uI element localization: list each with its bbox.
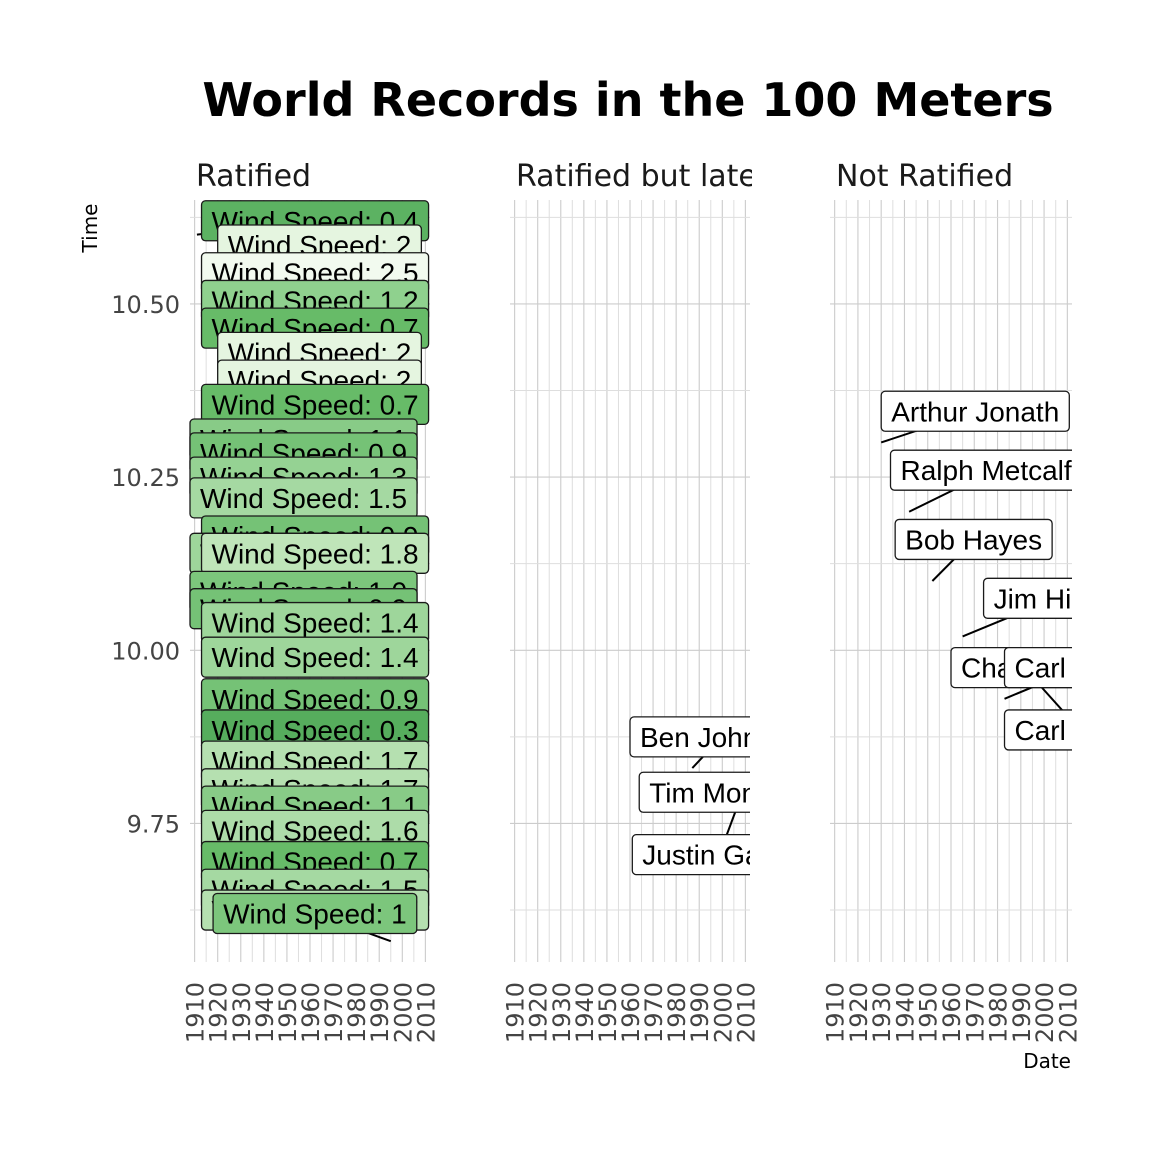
x-tick-label: 1950 bbox=[274, 982, 302, 1043]
x-tick-label: 2010 bbox=[412, 982, 440, 1043]
data-label-box bbox=[200, 636, 430, 678]
x-tick-label: 1940 bbox=[251, 982, 279, 1043]
facet-panel-0: Ratified9.7510.0010.2510.501910192019301… bbox=[111, 159, 440, 1043]
data-label: Wind Speed: 1.4 bbox=[200, 601, 430, 644]
data-label: Wind Speed: 1.8 bbox=[200, 532, 430, 574]
x-tick-label: 1920 bbox=[525, 982, 553, 1043]
x-tick-label: 1990 bbox=[1008, 982, 1036, 1043]
data-label-text: Carl Lewis bbox=[1015, 715, 1146, 746]
x-tick-label: 1910 bbox=[502, 982, 530, 1043]
x-tick-label: 1920 bbox=[845, 982, 873, 1043]
x-tick-label: 1960 bbox=[938, 982, 966, 1043]
data-label-box bbox=[629, 716, 750, 758]
data-label: Tim Montgomery bbox=[638, 771, 858, 813]
x-tick-label: 1960 bbox=[297, 982, 325, 1043]
x-tick-label: 1920 bbox=[205, 982, 233, 1043]
x-tick-label: 1990 bbox=[366, 982, 394, 1043]
data-label-box bbox=[638, 771, 750, 813]
y-tick-label: 10.25 bbox=[111, 464, 180, 492]
facet-content: Arthur Jonath Ralph Metcalfe Bob Hayes Jim … bbox=[880, 390, 1146, 751]
facet-title-2: Not Ratified bbox=[836, 159, 1013, 194]
x-tick-label: 2000 bbox=[389, 982, 417, 1043]
x-tick-label: 2000 bbox=[1031, 982, 1059, 1043]
data-label-box bbox=[631, 833, 750, 876]
data-label-text: Wind Speed: 1.5 bbox=[200, 483, 407, 514]
data-label-text: Carl Lewis bbox=[1015, 653, 1146, 684]
x-tick-label: 1980 bbox=[343, 982, 371, 1043]
facet-content: Ben Johnson Tim Montgomery Justin Gatlin bbox=[629, 716, 858, 876]
x-tick-label: 1930 bbox=[548, 982, 576, 1043]
y-tick-label: 10.00 bbox=[111, 637, 180, 665]
facet-panel-1: Ratified but later rescinded191019201930… bbox=[502, 159, 925, 1043]
y-tick-label: 9.75 bbox=[127, 810, 180, 838]
x-tick-label: 2000 bbox=[709, 982, 737, 1043]
data-label-text: Bob Hayes bbox=[905, 524, 1042, 555]
data-label-text: Ben Johnson bbox=[640, 722, 803, 753]
x-tick-label: 1950 bbox=[594, 982, 622, 1043]
data-label-text: Wind Speed: 1.4 bbox=[212, 642, 419, 673]
data-label: Jim Hines bbox=[982, 577, 1117, 619]
data-label-text: Wind Speed: 0.7 bbox=[212, 389, 419, 420]
data-label-box bbox=[982, 577, 1072, 619]
x-tick-label: 1930 bbox=[868, 982, 896, 1043]
data-label-box bbox=[1003, 709, 1072, 751]
facet-title-1: Ratified but later rescinded bbox=[516, 159, 925, 194]
x-tick-label: 1910 bbox=[822, 982, 850, 1043]
x-tick-label: 1970 bbox=[961, 982, 989, 1043]
data-label: Justin Gatlin bbox=[631, 833, 796, 876]
data-label-box bbox=[889, 449, 1072, 491]
data-label: Wind Speed: 1 bbox=[212, 892, 418, 935]
x-tick-label: 2010 bbox=[1054, 982, 1082, 1043]
data-label-text: Justin Gatlin bbox=[642, 840, 796, 871]
x-tick-label: 1940 bbox=[891, 982, 919, 1043]
chart-title: World Records in the 100 Meters bbox=[202, 73, 1053, 127]
data-label-text: Wind Speed: 1 bbox=[223, 899, 407, 930]
x-tick-label: 1930 bbox=[228, 982, 256, 1043]
data-label-text: Tim Montgomery bbox=[649, 777, 858, 808]
data-label: Arthur Jonath bbox=[880, 390, 1070, 432]
data-label: Ben Johnson bbox=[629, 716, 803, 758]
data-label-text: Wind Speed: 1.4 bbox=[212, 608, 419, 639]
data-label-text: Arthur Jonath bbox=[891, 396, 1059, 427]
x-tick-label: 1950 bbox=[915, 982, 943, 1043]
data-label-text: Jim Hines bbox=[994, 583, 1117, 614]
x-tick-label: 1970 bbox=[320, 982, 348, 1043]
data-label: Ralph Metcalfe bbox=[889, 449, 1088, 491]
data-label: Wind Speed: 1.4 bbox=[200, 636, 430, 678]
data-label-text: Wind Speed: 1.8 bbox=[212, 538, 419, 569]
facet-panel-2: Not Ratified 1910192019301940195019601970… bbox=[822, 159, 1146, 1043]
data-label: Bob Hayes bbox=[894, 518, 1053, 561]
data-label-box bbox=[212, 892, 418, 935]
data-label-box bbox=[880, 390, 1070, 432]
x-tick-label: 1940 bbox=[571, 982, 599, 1043]
x-tick-label: 1990 bbox=[686, 982, 714, 1043]
data-label-box bbox=[894, 518, 1053, 561]
x-tick-label: 1980 bbox=[663, 982, 691, 1043]
x-tick-label: 1970 bbox=[640, 982, 668, 1043]
data-label: Carl Lewis bbox=[1003, 709, 1146, 751]
data-label-box bbox=[1003, 646, 1072, 689]
x-tick-label: 2010 bbox=[732, 982, 760, 1043]
data-label-text: Ralph Metcalfe bbox=[901, 455, 1088, 486]
y-axis-title: Time bbox=[78, 204, 102, 254]
facet-panels: Ratified9.7510.0010.2510.501910192019301… bbox=[111, 159, 1146, 1043]
facet-title-0: Ratified bbox=[196, 159, 311, 194]
x-tick-label: 1960 bbox=[617, 982, 645, 1043]
data-label: Wind Speed: 1.5 bbox=[189, 477, 418, 519]
data-label: Carl Lewis bbox=[1003, 646, 1146, 689]
x-axis-title: Date bbox=[1023, 1049, 1071, 1073]
x-tick-label: 1910 bbox=[182, 982, 210, 1043]
x-tick-label: 1980 bbox=[985, 982, 1013, 1043]
y-tick-label: 10.50 bbox=[111, 291, 180, 319]
